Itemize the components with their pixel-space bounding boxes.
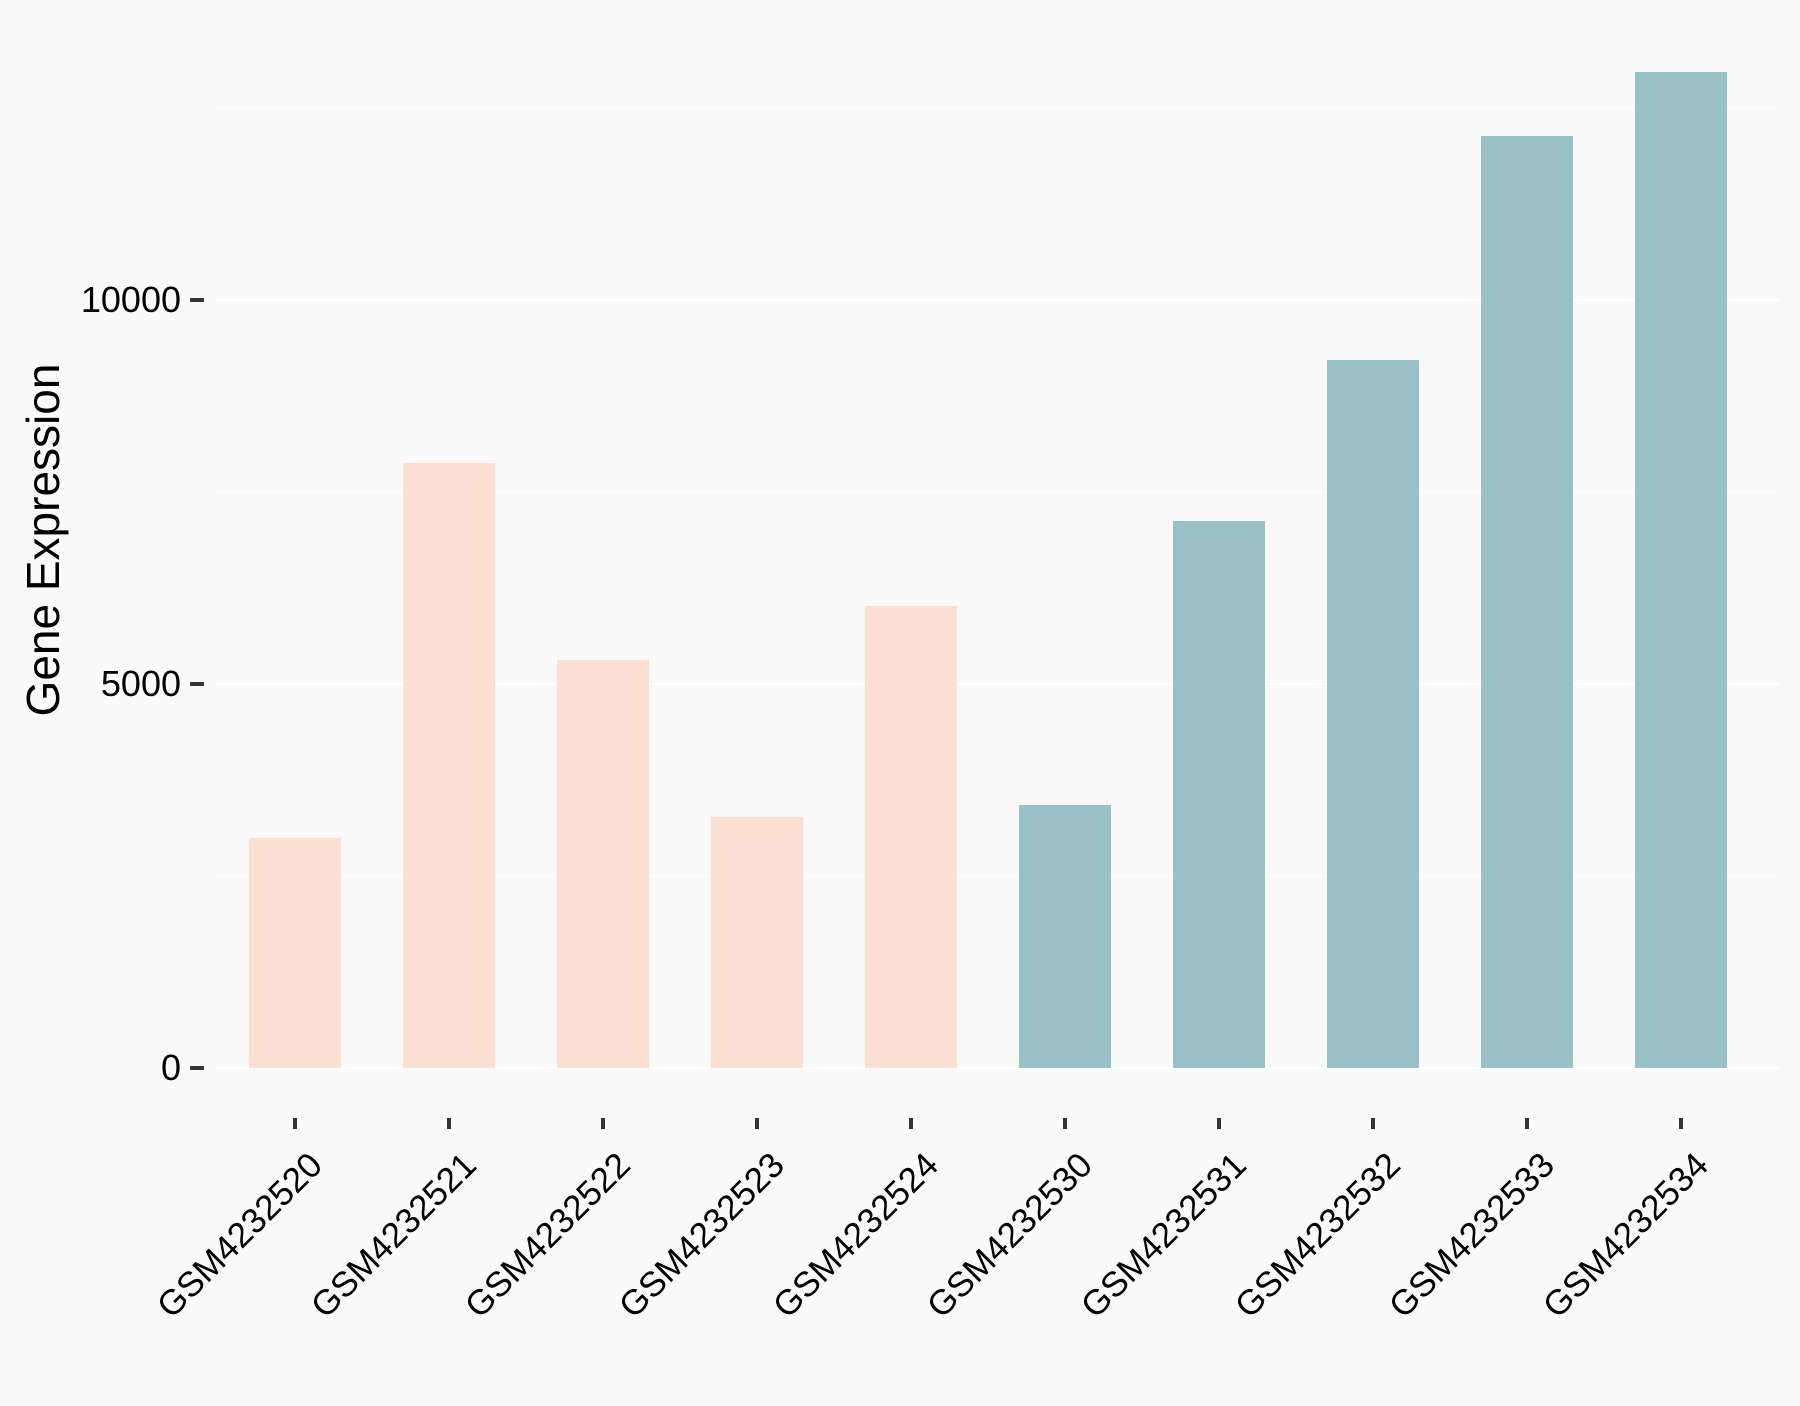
bar-gsm4232534 <box>1635 71 1727 1068</box>
bar-gsm4232520 <box>249 837 341 1068</box>
x-tick-mark-gsm4232531 <box>1217 1118 1221 1129</box>
y-tick-mark-5000 <box>190 682 204 686</box>
x-tick-mark-gsm4232524 <box>909 1118 913 1129</box>
bar-gsm4232532 <box>1327 359 1419 1068</box>
major-gridline-10000 <box>215 299 1780 301</box>
y-tick-label-0: 0 <box>160 1047 181 1088</box>
x-tick-mark-gsm4232521 <box>447 1118 451 1129</box>
bar-gsm4232530 <box>1019 804 1111 1068</box>
y-tick-mark-10000 <box>190 298 204 302</box>
x-tick-mark-gsm4232533 <box>1525 1118 1529 1129</box>
bar-chart-figure: 0 5000 10000 GSM4232520 GSM4232521 GSM423252… <box>17 71 1780 1326</box>
y-tick-label-5000: 5000 <box>100 663 181 704</box>
y-tick-label-10000: 10000 <box>80 279 181 320</box>
x-tick-label-gsm4232520: GSM4232520 <box>149 1145 330 1326</box>
bar-gsm4232522 <box>557 660 649 1068</box>
y-axis-title: Gene Expression <box>17 363 69 717</box>
major-gridline-0 <box>215 1067 1780 1069</box>
major-gridline-5000 <box>215 683 1780 685</box>
bar-gsm4232524 <box>865 606 957 1068</box>
x-tick-mark-gsm4232532 <box>1371 1118 1375 1129</box>
bar-gsm4232531 <box>1173 521 1265 1068</box>
x-tick-mark-gsm4232522 <box>601 1118 605 1129</box>
bar-gsm4232521 <box>403 462 495 1068</box>
bar-gsm4232533 <box>1481 135 1573 1068</box>
minor-gridline-7500 <box>215 491 1780 493</box>
y-tick-mark-0 <box>190 1066 204 1070</box>
minor-gridline-12500 <box>215 107 1780 109</box>
x-tick-mark-gsm4232523 <box>755 1118 759 1129</box>
x-tick-mark-gsm4232530 <box>1063 1118 1067 1129</box>
x-tick-mark-gsm4232534 <box>1679 1118 1683 1129</box>
x-tick-mark-gsm4232520 <box>293 1118 297 1129</box>
bar-gsm4232523 <box>711 816 803 1068</box>
minor-gridline-2500 <box>215 875 1780 877</box>
